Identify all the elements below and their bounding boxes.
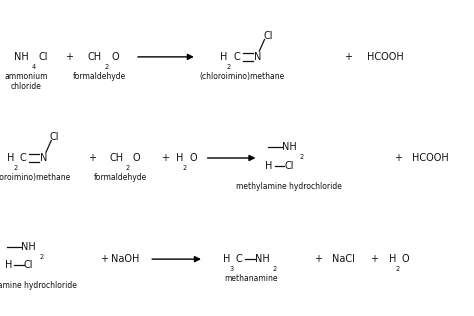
- Text: N: N: [254, 52, 261, 62]
- Text: +: +: [100, 254, 108, 264]
- Text: H: H: [220, 52, 228, 62]
- Text: +: +: [394, 153, 402, 163]
- Text: 2: 2: [14, 165, 18, 171]
- Text: NaOH: NaOH: [111, 254, 140, 264]
- Text: H: H: [223, 254, 230, 264]
- Text: H: H: [265, 161, 273, 171]
- Text: +: +: [345, 52, 352, 62]
- Text: methylamine hydrochloride: methylamine hydrochloride: [0, 281, 77, 290]
- Text: ammonium
chloride: ammonium chloride: [4, 72, 48, 91]
- Text: methylamine hydrochloride: methylamine hydrochloride: [236, 182, 342, 191]
- Text: Cl: Cl: [24, 260, 33, 270]
- Text: 2: 2: [227, 64, 231, 70]
- Text: O: O: [401, 254, 409, 264]
- Text: formaldehyde: formaldehyde: [73, 72, 126, 81]
- Text: formaldehyde: formaldehyde: [94, 173, 147, 182]
- Text: O: O: [111, 52, 119, 62]
- Text: C: C: [236, 254, 242, 264]
- Text: 2: 2: [395, 266, 399, 272]
- Text: +: +: [65, 52, 73, 62]
- Text: 2: 2: [183, 165, 187, 171]
- Text: N: N: [40, 153, 48, 163]
- Text: H: H: [389, 254, 396, 264]
- Text: +: +: [89, 153, 96, 163]
- Text: C: C: [233, 52, 240, 62]
- Text: H: H: [5, 260, 12, 270]
- Text: 2: 2: [39, 254, 43, 260]
- Text: +: +: [314, 254, 321, 264]
- Text: CH: CH: [88, 52, 102, 62]
- Text: O: O: [133, 153, 140, 163]
- Text: HCOOH: HCOOH: [412, 153, 449, 163]
- Text: Cl: Cl: [50, 132, 59, 143]
- Text: CH: CH: [109, 153, 123, 163]
- Text: Cl: Cl: [39, 52, 48, 62]
- Text: H: H: [176, 153, 184, 163]
- Text: O: O: [189, 153, 197, 163]
- Text: +: +: [371, 254, 378, 264]
- Text: NaCl: NaCl: [332, 254, 355, 264]
- Text: 2: 2: [105, 64, 109, 70]
- Text: C: C: [20, 153, 27, 163]
- Text: 2: 2: [126, 165, 130, 171]
- Text: H: H: [7, 153, 15, 163]
- Text: 4: 4: [32, 64, 36, 70]
- Text: (chloroimino)methane: (chloroimino)methane: [199, 72, 284, 81]
- Text: 3: 3: [229, 266, 233, 272]
- Text: NH: NH: [14, 52, 29, 62]
- Text: (chloroimino)methane: (chloroimino)methane: [0, 173, 71, 182]
- Text: NH: NH: [21, 242, 36, 252]
- Text: HCOOH: HCOOH: [367, 52, 404, 62]
- Text: methanamine: methanamine: [225, 274, 278, 283]
- Text: Cl: Cl: [263, 31, 273, 41]
- Text: NH: NH: [282, 142, 297, 152]
- Text: 2: 2: [273, 266, 277, 272]
- Text: 2: 2: [300, 154, 304, 160]
- Text: NH: NH: [255, 254, 270, 264]
- Text: Cl: Cl: [284, 161, 294, 171]
- Text: +: +: [161, 153, 169, 163]
